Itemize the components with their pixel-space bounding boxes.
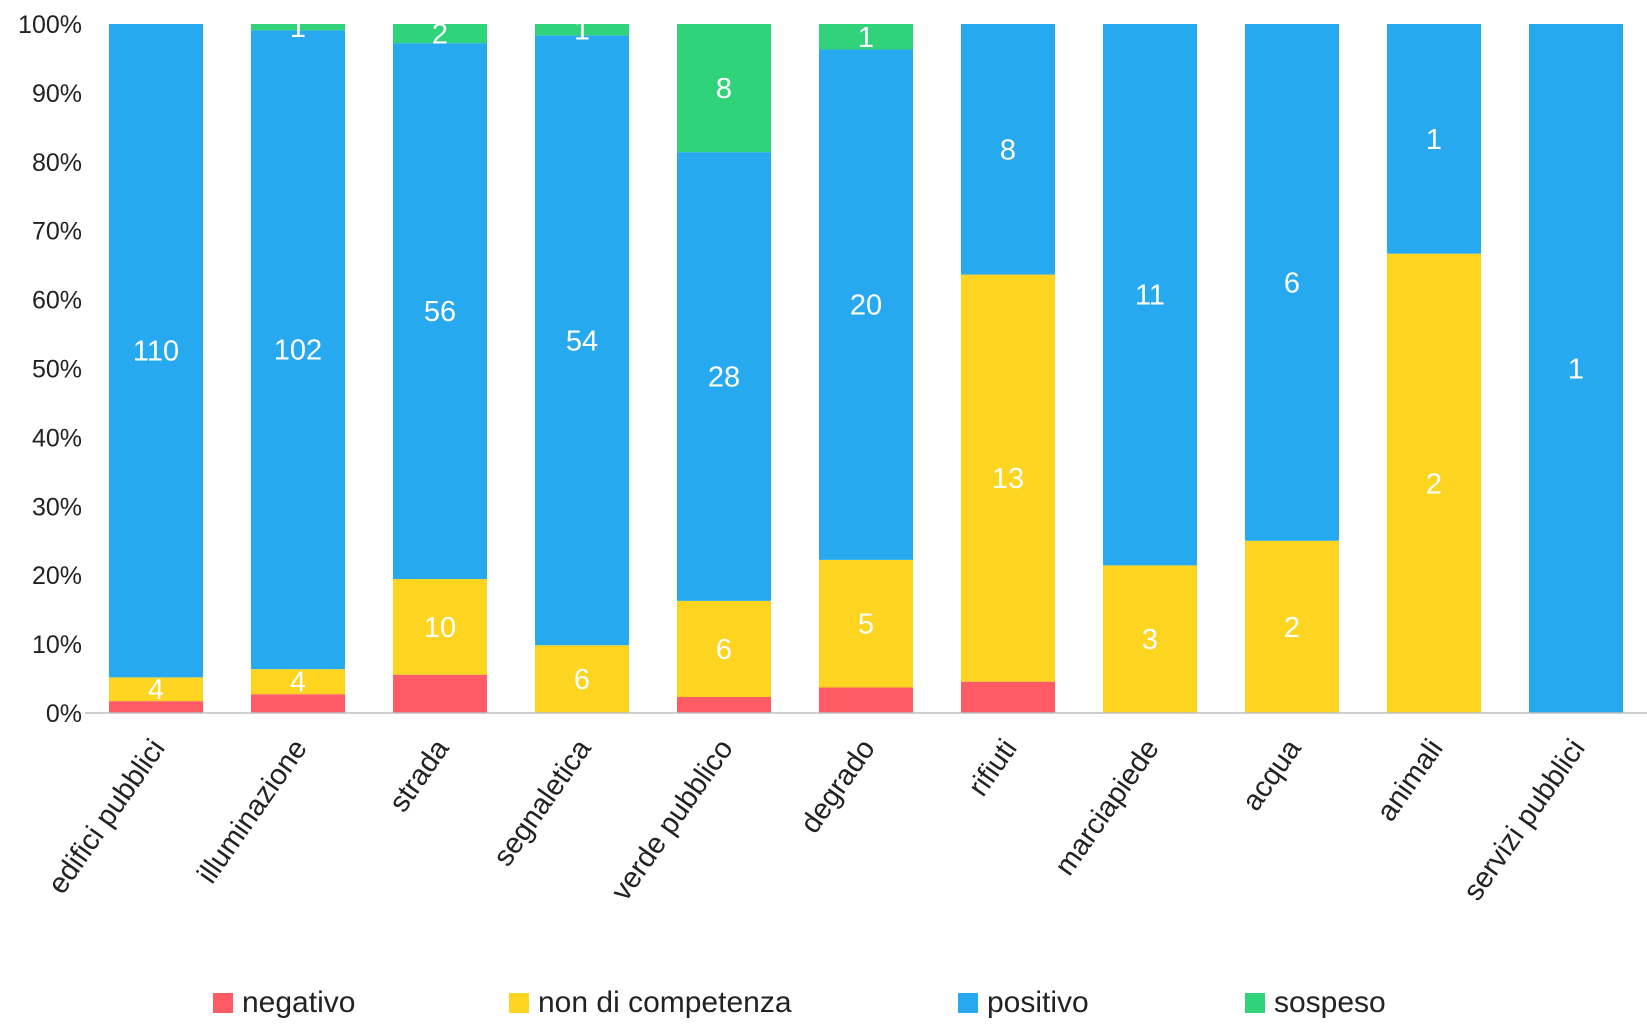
- x-tick-label: illuminazione: [191, 734, 313, 890]
- bar-segment-positivo: [677, 152, 771, 601]
- legend-swatch-sospeso: [1245, 993, 1265, 1013]
- bar-segment-negativo: [677, 696, 771, 713]
- bar-segment-positivo: [251, 30, 345, 670]
- legend-label: positivo: [987, 986, 1089, 1019]
- y-tick-label: 90%: [32, 80, 82, 108]
- bar-segment-positivo: [1245, 24, 1339, 541]
- y-tick-label: 70%: [32, 218, 82, 246]
- bar-segment-non-di-competenza: [1387, 253, 1481, 713]
- data-label-non-di-competenza: 13: [992, 463, 1024, 495]
- data-label-sospeso: 2: [432, 19, 448, 51]
- bar-segment-positivo: [393, 43, 487, 580]
- bar-segment-sospeso: [535, 24, 629, 36]
- x-tick-label: strada: [383, 733, 456, 818]
- bar-segment-non-di-competenza: [819, 559, 913, 688]
- x-tick-label: rifiuti: [962, 734, 1023, 803]
- bar-segment-positivo: [961, 24, 1055, 275]
- legend-item-negativo: negativo: [213, 985, 355, 1021]
- legend: negativo non di competenza positivo sosp…: [0, 985, 1647, 1021]
- legend-label: non di competenza: [538, 986, 792, 1019]
- bar-segment-positivo: [1529, 24, 1623, 713]
- data-label-non-di-competenza: 2: [1284, 612, 1300, 644]
- data-label-non-di-competenza: 10: [424, 612, 456, 644]
- data-label-positivo: 20: [850, 290, 882, 322]
- chart: 0%10%20%30%40%50%60%70%80%90%100% 411041…: [18, 11, 1647, 907]
- x-tick-label: degrado: [794, 734, 881, 840]
- data-label-sospeso: 1: [574, 15, 590, 47]
- bar-segment-sospeso: [819, 24, 913, 50]
- bar-segment-non-di-competenza: [961, 274, 1055, 682]
- bar-segment-positivo: [109, 24, 203, 678]
- bar-segment-negativo: [961, 681, 1055, 713]
- y-tick-label: 40%: [32, 424, 82, 452]
- x-tick-label: verde pubblico: [605, 734, 739, 907]
- y-tick-label: 80%: [32, 149, 82, 177]
- x-tick-label: edifici pubblici: [42, 734, 172, 900]
- y-tick-label: 100%: [18, 11, 82, 39]
- data-label-non-di-competenza: 2: [1426, 468, 1442, 500]
- bar-segment-positivo: [1103, 24, 1197, 566]
- legend-swatch-positivo: [958, 993, 978, 1013]
- data-label-non-di-competenza: 4: [290, 667, 306, 699]
- bar-segment-sospeso: [251, 24, 345, 31]
- bar-segment-sospeso: [393, 24, 487, 44]
- x-axis: edifici pubblici illuminazione strada segna…: [42, 733, 1592, 907]
- bar-segment-non-di-competenza: [1103, 565, 1197, 713]
- bar-segment-negativo: [393, 674, 487, 713]
- data-label-non-di-competenza: 3: [1142, 624, 1158, 656]
- bar-segment-positivo: [535, 35, 629, 646]
- data-label-positivo: 1: [1426, 124, 1442, 156]
- bar-segment-non-di-competenza: [535, 645, 629, 713]
- data-label-positivo: 28: [708, 362, 740, 394]
- legend-swatch-negativo: [213, 993, 233, 1013]
- legend-swatch-non-di-competenza: [509, 993, 529, 1013]
- data-label-positivo: 56: [424, 296, 456, 328]
- data-label-positivo: 11: [1135, 280, 1165, 312]
- y-tick-label: 10%: [32, 631, 82, 659]
- legend-label: negativo: [242, 986, 356, 1019]
- bar-segment-non-di-competenza: [109, 677, 203, 702]
- bar-segment-non-di-competenza: [393, 579, 487, 675]
- x-tick-label: segnaletica: [487, 733, 598, 872]
- data-label-non-di-competenza: 6: [574, 664, 590, 696]
- legend-item-positivo: positivo: [958, 985, 1089, 1021]
- data-label-positivo: 6: [1284, 267, 1300, 299]
- legend-item-non-di-competenza: non di competenza: [509, 985, 792, 1021]
- data-label-positivo: 54: [566, 325, 598, 357]
- data-label-sospeso: 1: [290, 12, 306, 44]
- bar-segment-negativo: [819, 687, 913, 713]
- y-tick-label: 60%: [32, 287, 82, 315]
- bar-segment-negativo: [251, 694, 345, 713]
- data-label-non-di-competenza: 6: [716, 634, 732, 666]
- y-tick-label: 50%: [32, 356, 82, 384]
- legend-label: sospeso: [1274, 986, 1386, 1019]
- data-label-non-di-competenza: 4: [148, 674, 164, 706]
- bar-segment-non-di-competenza: [677, 600, 771, 697]
- data-label-positivo: 1: [1568, 354, 1584, 386]
- data-label-positivo: 102: [274, 335, 322, 367]
- data-label-positivo: 8: [1000, 134, 1016, 166]
- y-tick-label: 20%: [32, 562, 82, 590]
- bar-segment-negativo: [109, 701, 203, 713]
- x-tick-label: acqua: [1236, 733, 1308, 817]
- y-tick-label: 0%: [46, 700, 82, 728]
- bar-segment-non-di-competenza: [251, 669, 345, 695]
- y-tick-label: 30%: [32, 493, 82, 521]
- y-axis: 0% 10% 20% 30% 40% 50% 60% 70% 80% 90% 100%: [18, 11, 82, 728]
- data-label-sospeso: 8: [716, 73, 732, 105]
- bar-segment-positivo: [1387, 24, 1481, 254]
- data-label-positivo: 110: [133, 336, 179, 368]
- bar-segment-non-di-competenza: [1245, 540, 1339, 713]
- data-label-sospeso: 1: [858, 22, 874, 54]
- legend-item-sospeso: sospeso: [1245, 985, 1386, 1021]
- bar-segment-positivo: [819, 49, 913, 560]
- data-label-non-di-competenza: 5: [858, 609, 874, 641]
- x-tick-label: servizi pubblici: [1457, 734, 1591, 907]
- x-tick-label: marciapiede: [1049, 734, 1166, 882]
- bars: [109, 24, 1623, 713]
- bar-segment-sospeso: [677, 24, 771, 153]
- x-tick-label: animali: [1371, 734, 1450, 828]
